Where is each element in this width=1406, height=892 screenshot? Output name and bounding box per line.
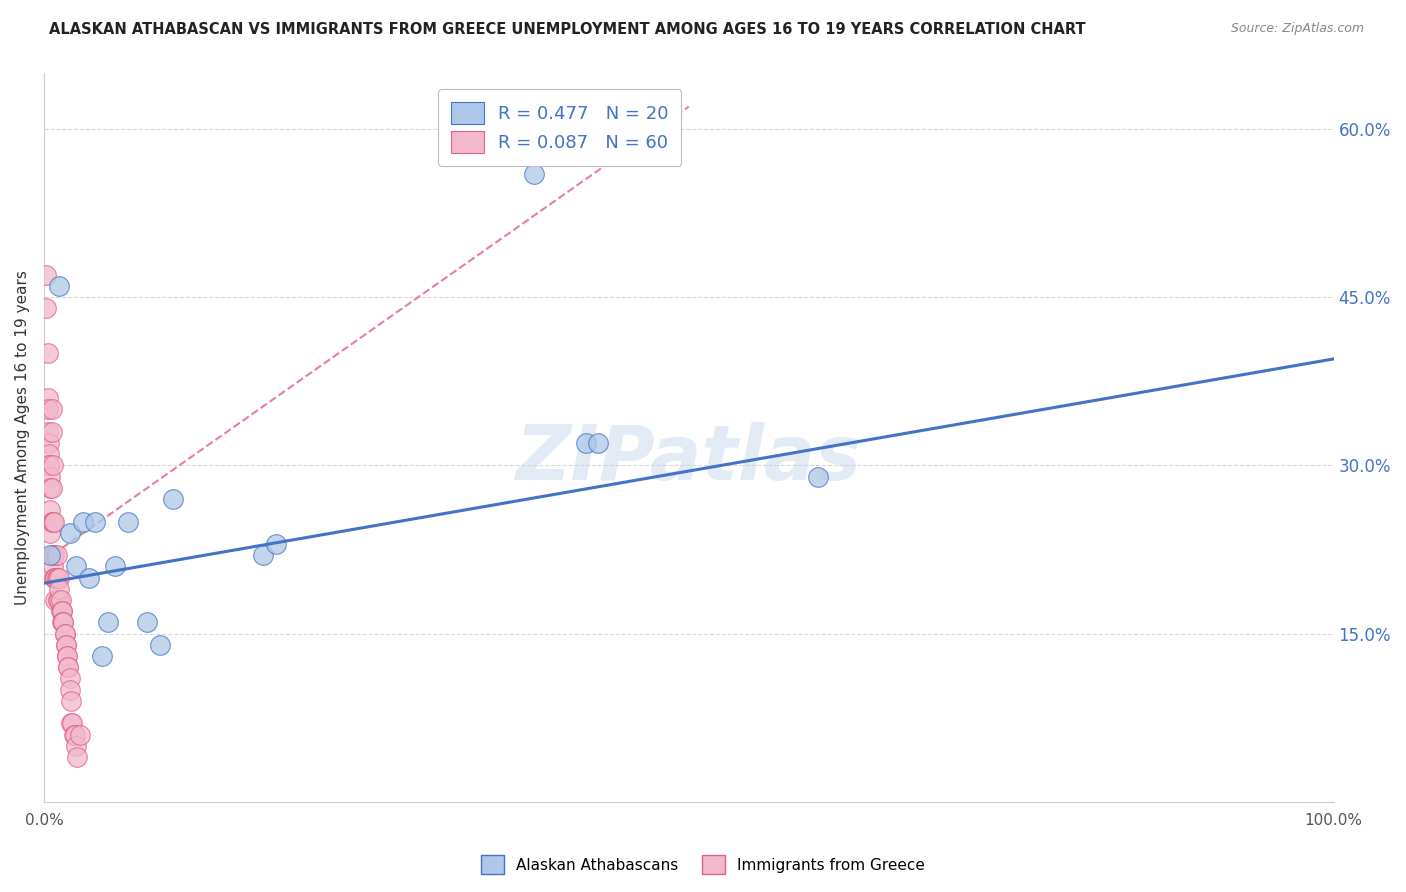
Point — [69, 727, 91, 741]
Point — [48, 279, 70, 293]
Point — [65, 739, 87, 753]
Point — [41, 402, 63, 417]
Point — [149, 638, 172, 652]
Point — [49, 604, 72, 618]
Point — [84, 515, 107, 529]
Point — [45, 570, 67, 584]
Point — [62, 727, 84, 741]
Point — [59, 694, 82, 708]
Point — [44, 593, 66, 607]
Point — [56, 648, 79, 663]
Point — [48, 593, 70, 607]
Point — [56, 648, 79, 663]
Point — [35, 301, 58, 316]
Point — [65, 559, 87, 574]
Point — [59, 716, 82, 731]
Point — [72, 515, 94, 529]
Point — [39, 503, 62, 517]
Point — [59, 682, 82, 697]
Point — [41, 425, 63, 439]
Point — [51, 604, 73, 618]
Legend: R = 0.477   N = 20, R = 0.087   N = 60: R = 0.477 N = 20, R = 0.087 N = 60 — [439, 89, 681, 166]
Point — [52, 615, 75, 630]
Point — [53, 626, 76, 640]
Point — [38, 447, 60, 461]
Point — [104, 559, 127, 574]
Point — [35, 268, 58, 282]
Point — [52, 615, 75, 630]
Point — [574, 436, 596, 450]
Point — [90, 648, 112, 663]
Point — [55, 638, 77, 652]
Point — [46, 593, 69, 607]
Text: ALASKAN ATHABASCAN VS IMMIGRANTS FROM GREECE UNEMPLOYMENT AMONG AGES 16 TO 19 YE: ALASKAN ATHABASCAN VS IMMIGRANTS FROM GR… — [49, 22, 1085, 37]
Point — [44, 570, 66, 584]
Point — [264, 537, 287, 551]
Point — [48, 570, 70, 584]
Point — [44, 570, 66, 584]
Point — [49, 593, 72, 607]
Point — [42, 458, 65, 473]
Point — [37, 402, 59, 417]
Y-axis label: Unemployment Among Ages 16 to 19 years: Unemployment Among Ages 16 to 19 years — [15, 270, 30, 605]
Point — [97, 615, 120, 630]
Point — [37, 391, 59, 405]
Point — [51, 604, 73, 618]
Point — [59, 672, 82, 686]
Point — [523, 167, 546, 181]
Point — [162, 492, 184, 507]
Point — [37, 425, 59, 439]
Point — [38, 458, 60, 473]
Point — [41, 515, 63, 529]
Point — [46, 570, 69, 584]
Point — [38, 436, 60, 450]
Legend: Alaskan Athabascans, Immigrants from Greece: Alaskan Athabascans, Immigrants from Gre… — [475, 849, 931, 880]
Point — [44, 570, 66, 584]
Point — [77, 570, 100, 584]
Point — [38, 458, 60, 473]
Point — [39, 469, 62, 483]
Point — [48, 582, 70, 596]
Point — [58, 660, 80, 674]
Point — [58, 660, 80, 674]
Text: Source: ZipAtlas.com: Source: ZipAtlas.com — [1230, 22, 1364, 36]
Point — [59, 525, 82, 540]
Point — [807, 469, 830, 483]
Point — [41, 481, 63, 495]
Point — [42, 548, 65, 562]
Point — [53, 626, 76, 640]
Point — [42, 515, 65, 529]
Text: ZIPatlas: ZIPatlas — [516, 422, 862, 496]
Point — [42, 559, 65, 574]
Point — [55, 638, 77, 652]
Point — [51, 615, 73, 630]
Point — [136, 615, 159, 630]
Point — [39, 525, 62, 540]
Point — [117, 515, 139, 529]
Point — [588, 436, 610, 450]
Point — [60, 716, 83, 731]
Point — [37, 346, 59, 360]
Point — [39, 548, 62, 562]
Point — [66, 750, 89, 764]
Point — [252, 548, 274, 562]
Point — [45, 548, 67, 562]
Point — [63, 727, 86, 741]
Point — [44, 548, 66, 562]
Point — [44, 515, 66, 529]
Point — [39, 481, 62, 495]
